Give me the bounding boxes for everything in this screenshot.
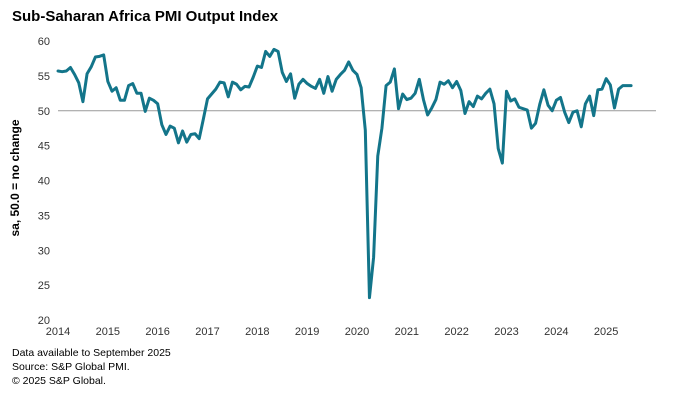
- y-tick-label: 25: [38, 280, 50, 292]
- x-axis: 2014 2015 2016 2017 2018 2019 2020 2021 2022 2023…: [46, 326, 619, 338]
- y-tick-label: 30: [38, 245, 50, 257]
- y-tick-label: 50: [38, 106, 50, 118]
- footnote-data-availability: Data available to September 2025: [12, 347, 171, 359]
- y-tick-label: 60: [38, 36, 50, 48]
- x-tick-label: 2016: [145, 326, 169, 338]
- x-tick-label: 2022: [444, 326, 468, 338]
- y-axis-title: sa, 50.0 = no change: [8, 119, 22, 236]
- y-tick-label: 45: [38, 141, 50, 153]
- y-tick-label: 35: [38, 210, 50, 222]
- x-tick-label: 2021: [395, 326, 419, 338]
- y-axis: 20 25 30 35 40 45 50 55 60: [38, 36, 50, 327]
- x-tick-label: 2019: [295, 326, 319, 338]
- y-tick-label: 55: [38, 71, 50, 83]
- x-tick-label: 2023: [494, 326, 518, 338]
- footnote-copyright: © 2025 S&P Global.: [12, 375, 106, 387]
- x-tick-label: 2020: [345, 326, 369, 338]
- x-tick-label: 2018: [245, 326, 269, 338]
- x-tick-label: 2014: [46, 326, 70, 338]
- footnote-source: Source: S&P Global PMI.: [12, 361, 130, 373]
- chart-title: Sub-Saharan Africa PMI Output Index: [12, 8, 279, 25]
- x-tick-label: 2024: [544, 326, 568, 338]
- x-tick-label: 2025: [594, 326, 618, 338]
- x-tick-label: 2017: [195, 326, 219, 338]
- series-line: [56, 47, 633, 300]
- y-tick-label: 20: [38, 315, 50, 327]
- x-tick-label: 2015: [96, 326, 120, 338]
- y-tick-label: 40: [38, 176, 50, 188]
